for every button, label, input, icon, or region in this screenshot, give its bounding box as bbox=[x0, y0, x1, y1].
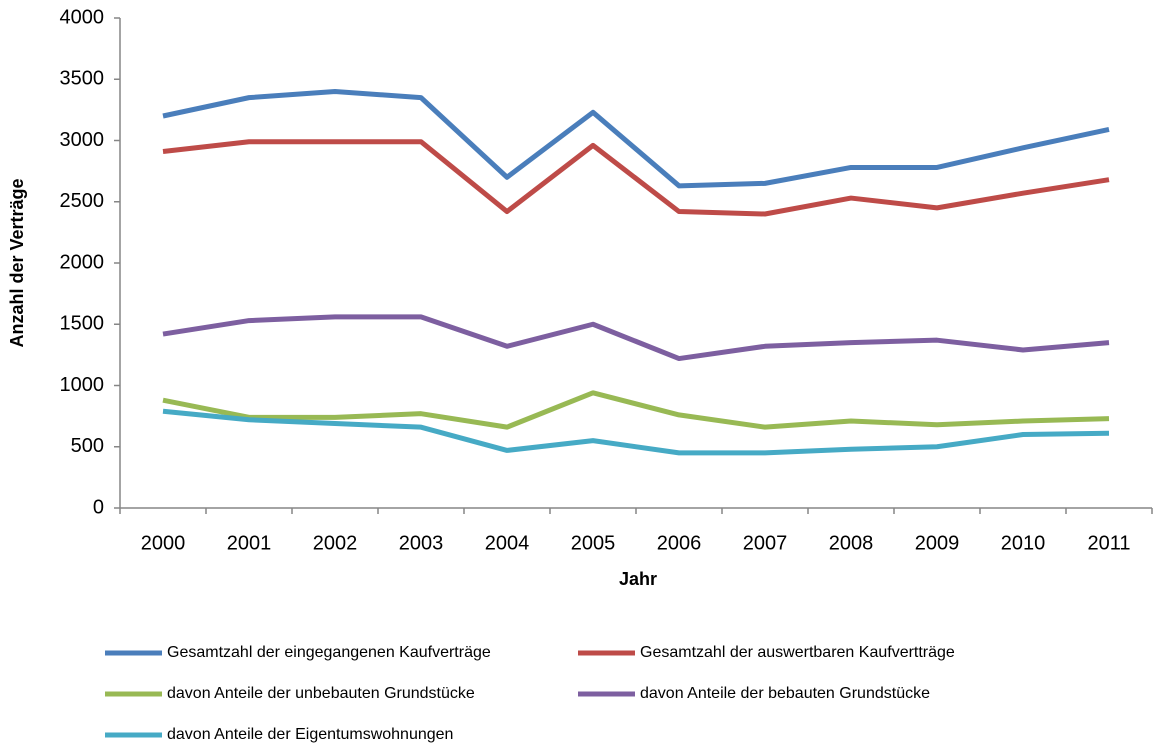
series-line bbox=[162, 408, 1110, 456]
legend-label: Gesamtzahl der auswertbaren Kaufvertträg… bbox=[640, 644, 955, 661]
legend-label: Gesamtzahl der eingegangenen Kaufverträg… bbox=[167, 644, 491, 661]
legend-label: davon Anteile der bebauten Grundstücke bbox=[640, 685, 930, 702]
y-tick-label: 0 bbox=[93, 496, 104, 518]
x-tick-label: 2011 bbox=[1087, 532, 1130, 554]
y-tick-label: 1500 bbox=[60, 313, 105, 335]
y-tick-label: 4000 bbox=[60, 6, 105, 28]
y-tick-label: 3000 bbox=[60, 129, 105, 151]
y-tick-label: 500 bbox=[71, 435, 104, 457]
x-tick-label: 2001 bbox=[227, 532, 272, 554]
series-line bbox=[162, 314, 1110, 362]
x-tick-label: 2008 bbox=[829, 532, 874, 554]
x-tick-label: 2004 bbox=[485, 532, 530, 554]
legend-label: davon Anteile der unbebauten Grundstücke bbox=[167, 685, 475, 702]
series-line bbox=[162, 89, 1110, 189]
x-tick-label: 2003 bbox=[399, 532, 444, 554]
x-tick-label: 2006 bbox=[657, 532, 702, 554]
legend-label: davon Anteile der Eigentumswohnungen bbox=[167, 726, 453, 743]
x-tick-label: 2000 bbox=[141, 532, 186, 554]
y-axis-title: Anzahl der Verträge bbox=[7, 178, 27, 347]
y-tick-label: 2000 bbox=[60, 251, 105, 273]
y-tick-label: 3500 bbox=[60, 68, 105, 90]
series-line bbox=[162, 139, 1110, 217]
y-tick-label: 1000 bbox=[60, 374, 105, 396]
x-tick-label: 2010 bbox=[1001, 532, 1046, 554]
x-tick-label: 2005 bbox=[571, 532, 616, 554]
x-tick-label: 2009 bbox=[915, 532, 960, 554]
x-tick-label: 2002 bbox=[313, 532, 358, 554]
x-tick-label: 2007 bbox=[743, 532, 788, 554]
series-line bbox=[162, 390, 1110, 430]
x-axis-title: Jahr bbox=[619, 569, 657, 589]
y-tick-label: 2500 bbox=[60, 190, 105, 212]
